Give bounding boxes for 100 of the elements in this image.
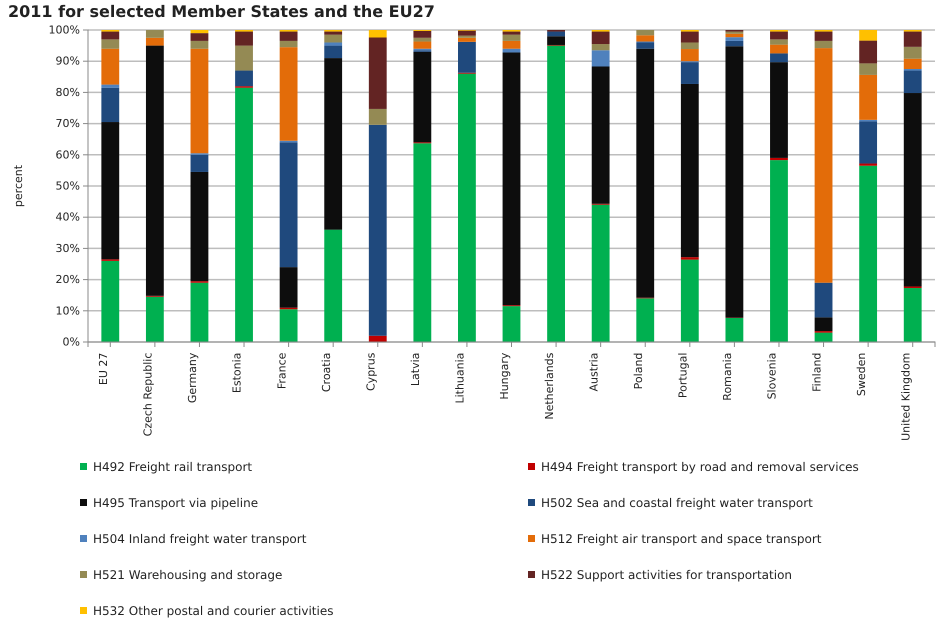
- bar: [859, 30, 878, 41]
- bar: [904, 288, 922, 342]
- bar: [859, 40, 878, 64]
- bar: [770, 39, 788, 45]
- bar: [101, 122, 120, 260]
- bar: [592, 204, 610, 342]
- bar: [101, 32, 120, 40]
- x-tick-label: Czech Republic: [142, 352, 155, 436]
- bar: [547, 36, 565, 45]
- bar: [190, 172, 208, 282]
- bar: [636, 30, 654, 36]
- bar: [814, 40, 832, 48]
- bar: [368, 124, 387, 336]
- bar: [725, 34, 744, 38]
- bar: [904, 46, 922, 59]
- bar: [725, 46, 744, 318]
- bar: [680, 62, 699, 84]
- bar: [502, 40, 520, 49]
- bar: [680, 32, 699, 42]
- x-tick-label: Sweden: [854, 352, 868, 396]
- bar: [324, 32, 342, 35]
- bar: [502, 32, 520, 35]
- bar: [502, 34, 520, 41]
- x-tick-label: Netherlands: [542, 352, 556, 420]
- bar: [636, 48, 654, 298]
- bar: [904, 32, 922, 47]
- y-tick-label: 30%: [56, 242, 80, 255]
- chart-title: 2011 for selected Member States and the EU27: [8, 2, 435, 21]
- legend-label: H502 Sea and coastal freight water transport: [541, 496, 814, 510]
- x-tick-label: Romania: [721, 352, 734, 401]
- legend-label: H521 Warehousing and storage: [93, 568, 282, 582]
- y-tick-label: 40%: [56, 210, 80, 224]
- bar: [458, 30, 476, 36]
- bar: [770, 158, 788, 160]
- bar: [235, 46, 253, 71]
- x-tick-label: Hungary: [498, 352, 512, 400]
- x-tick-label: Germany: [186, 352, 200, 404]
- bar: [101, 39, 120, 49]
- x-tick-label: Estonia: [230, 352, 244, 394]
- bar: [413, 38, 432, 42]
- x-tick-label: Cyprus: [364, 352, 378, 392]
- x-tick-label: United Kingdom: [899, 352, 912, 441]
- bar: [235, 32, 253, 46]
- bar: [814, 32, 832, 41]
- bar: [680, 42, 699, 50]
- bar: [280, 142, 298, 268]
- bar: [636, 35, 654, 42]
- bar: [904, 93, 922, 286]
- y-tick-label: 90%: [56, 54, 80, 68]
- x-tick-label: Portugal: [676, 352, 690, 398]
- bar: [770, 62, 788, 158]
- legend-label: H504 Inland freight water transport: [93, 532, 307, 546]
- bar: [190, 48, 208, 154]
- bar: [680, 49, 699, 62]
- x-tick-label: Poland: [632, 352, 645, 390]
- bar: [547, 46, 565, 342]
- bar: [146, 30, 164, 38]
- bar: [680, 84, 699, 258]
- bar: [324, 230, 342, 342]
- bar: [904, 70, 922, 94]
- bar: [368, 108, 387, 125]
- bar: [502, 52, 520, 306]
- legend-label: H492 Freight rail transport: [93, 460, 252, 474]
- x-tick-label: Croatia: [320, 352, 333, 392]
- bar: [324, 46, 342, 58]
- bar: [636, 298, 654, 342]
- bar: [190, 282, 208, 342]
- bar: [680, 257, 699, 260]
- y-tick-label: 70%: [56, 117, 80, 130]
- bar: [814, 332, 832, 342]
- y-tick-label: 60%: [56, 148, 80, 162]
- bar: [680, 260, 699, 342]
- x-tick-label: Latvia: [409, 352, 422, 386]
- bar: [146, 38, 164, 46]
- bar: [770, 160, 788, 342]
- y-tick-label: 80%: [56, 86, 80, 99]
- bar: [101, 88, 120, 122]
- bar: [324, 58, 342, 230]
- y-tick-label: 0%: [62, 336, 80, 349]
- bar: [413, 42, 432, 49]
- bar: [458, 38, 476, 42]
- bar: [725, 40, 744, 46]
- legend-label: H512 Freight air transport and space transport: [541, 532, 822, 546]
- bar: [859, 166, 878, 342]
- x-tick-label: EU 27: [96, 352, 110, 386]
- y-tick-label: 100%: [48, 24, 80, 37]
- bar: [368, 30, 387, 38]
- x-tick-label: Slovenia: [766, 352, 779, 400]
- bar: [413, 30, 432, 38]
- bar: [592, 44, 610, 50]
- bar: [324, 34, 342, 42]
- bar: [636, 42, 654, 49]
- bar: [190, 30, 208, 34]
- legend-label: H522 Support activities for transportation: [541, 568, 792, 582]
- legend-label: H495 Transport via pipeline: [93, 496, 258, 510]
- bar: [280, 47, 298, 141]
- bar: [502, 48, 520, 52]
- bar: [725, 37, 744, 41]
- bar: [190, 33, 208, 41]
- bar: [458, 42, 476, 73]
